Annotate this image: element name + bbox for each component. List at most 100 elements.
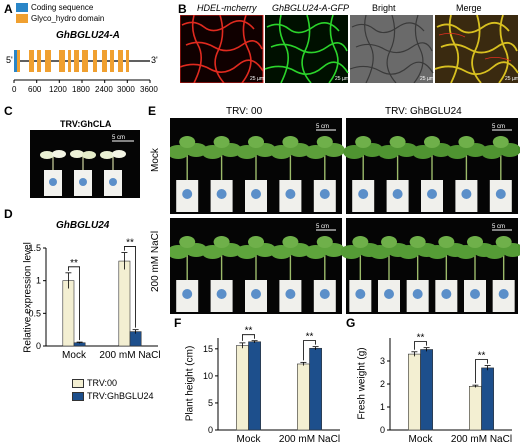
legend-domain-label: Glyco_hydro domain — [31, 14, 105, 23]
col-trv00: TRV: 00 — [226, 106, 263, 117]
gene-structure-diagram — [13, 50, 151, 83]
legend-trv00-label: TRV:00 — [87, 378, 118, 388]
row-mock: Mock — [150, 148, 161, 172]
pot-logo — [392, 189, 403, 199]
chart-f: 0 5 10 15 Mock ** 200 mM NaCl ** — [203, 326, 340, 445]
plant-leaf — [377, 145, 400, 159]
plant-leaf — [316, 236, 333, 248]
sig-label: ** — [245, 326, 253, 337]
title-bright: Bright — [372, 3, 396, 13]
y-tick-label: 1 — [36, 276, 41, 286]
bar — [469, 385, 482, 431]
sig-label: ** — [306, 332, 314, 343]
plant-leaf — [213, 236, 230, 248]
plant-leaf — [270, 245, 293, 259]
svg-text:25 µm: 25 µm — [420, 76, 434, 82]
title-trv-cla: TRV:GhCLA — [60, 119, 111, 129]
bar — [235, 345, 249, 431]
legend-trvbglu-swatch — [72, 392, 84, 402]
plant-leaf — [412, 145, 434, 159]
domain-swatch — [16, 14, 28, 24]
title-gfp: GhBGLU24-A-GFP — [272, 3, 350, 13]
panel-label-a: A — [4, 2, 13, 16]
sig-bracket — [68, 266, 80, 341]
pot-logo — [461, 189, 472, 199]
plant-leaf — [304, 245, 327, 259]
chart-d: 0 0.5 1 1.5 Mock ** 200 mM NaCl ** — [28, 238, 160, 361]
tick-600: 600 — [28, 85, 42, 94]
legend-trv00: TRV:00 — [72, 378, 118, 389]
chart-g: 0 1 2 3 Mock ** 200 mM NaCl ** — [380, 333, 512, 445]
scale-label: 5 cm — [492, 224, 505, 230]
svg-text:25 µm: 25 µm — [335, 76, 349, 82]
plant-leaf — [480, 145, 503, 159]
bar — [309, 347, 322, 431]
title-merge: Merge — [456, 3, 482, 13]
x-tick-label: 200 mM NaCl — [451, 434, 512, 445]
panel-label-g: G — [346, 316, 356, 330]
svg-text:5 cm: 5 cm — [112, 135, 125, 141]
plant-leaf — [352, 236, 369, 248]
plant-leaf — [270, 145, 293, 159]
gfp-image: 25 µm — [264, 15, 349, 83]
bar — [481, 367, 494, 431]
plant-leaf — [343, 145, 366, 159]
pot-logo — [182, 189, 193, 199]
pot-logo — [441, 289, 452, 299]
photo-trvbglu-nacl: 5 cm — [340, 218, 520, 314]
plant-leaf — [467, 236, 483, 248]
x-tick-label: 200 mM NaCl — [99, 350, 160, 361]
plant-leaf — [397, 245, 420, 259]
plant-leaf — [201, 245, 224, 259]
bar — [118, 260, 131, 347]
bar — [62, 280, 75, 347]
photo-background — [346, 218, 518, 314]
plant-leaf — [170, 245, 190, 259]
pot-logo — [285, 189, 296, 199]
three-prime: 3' — [151, 55, 158, 65]
tick-2400: 2400 — [95, 85, 113, 94]
hdel-image: 25 µm — [180, 15, 264, 83]
panel-label-d: D — [4, 207, 13, 221]
plant-leaf — [340, 245, 363, 259]
x-tick-label: Mock — [409, 434, 434, 445]
plant-leaf — [248, 136, 264, 148]
panel-label-b: B — [178, 2, 187, 16]
y-tick-label: 0.5 — [28, 308, 41, 318]
pot-logo — [358, 189, 369, 199]
microscopy-strip: 25 µm 25 µm 25 µm 25 µm — [180, 15, 519, 83]
plant-leaf — [492, 136, 509, 148]
pot-logo — [355, 289, 366, 299]
plant-leaf — [355, 136, 372, 148]
plant-leaf — [282, 236, 299, 248]
bar — [297, 363, 310, 431]
photo-trvbglu-mock: 5 cm — [343, 118, 520, 214]
scale-ticks — [13, 80, 151, 83]
scale-label: 5 cm — [316, 124, 329, 130]
plant-leaf — [483, 245, 506, 259]
x-tick-label: Mock — [237, 434, 262, 445]
tick-0: 0 — [12, 85, 17, 94]
x-tick-label: 200 mM NaCl — [279, 434, 340, 445]
plant-leaf — [248, 236, 264, 248]
chart-d-title: GhBGLU24 — [56, 220, 110, 231]
pot-logo — [251, 289, 261, 299]
col-trvbglu: TRV: GhBGLU24 — [385, 106, 462, 117]
legend-coding-label: Coding sequence — [31, 3, 94, 12]
sig-label: ** — [70, 258, 78, 269]
legend-trvbglu: TRV:GhBGLU24 — [72, 391, 154, 402]
pot-logo — [384, 289, 394, 299]
plant-leaf — [424, 136, 440, 148]
sig-bracket — [242, 334, 255, 341]
panel-label-f: F — [174, 316, 182, 330]
pot-logo — [216, 289, 227, 299]
sig-bracket — [303, 340, 316, 361]
title-hdel: HDEL-mcherry — [197, 3, 257, 13]
y-tick-label: 2 — [380, 379, 385, 389]
plant-leaf — [409, 236, 426, 248]
plant-leaf — [458, 136, 475, 148]
y-tick-label: 15 — [203, 344, 213, 354]
y-tick-label: 0 — [208, 425, 213, 435]
tick-3600: 3600 — [140, 85, 158, 94]
y-tick-label: 0 — [36, 341, 41, 351]
